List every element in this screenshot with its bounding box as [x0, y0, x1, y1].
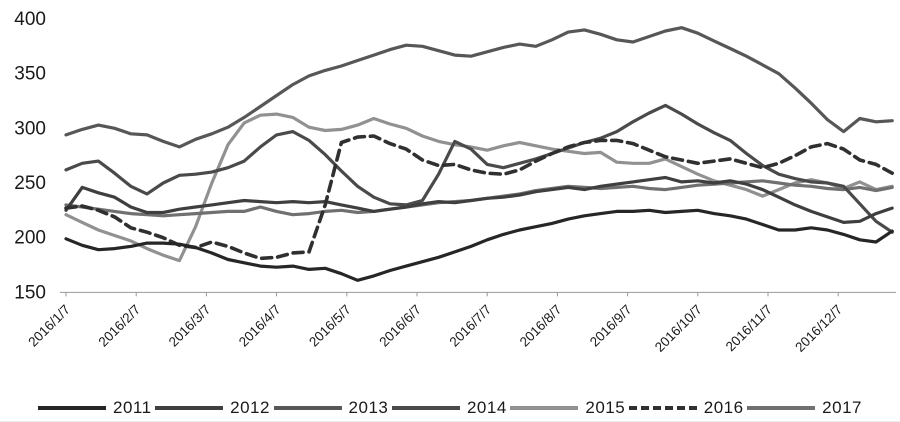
x-axis-tick-label: 2016/3/7 — [166, 302, 214, 350]
legend-item-2016: 2016 — [628, 398, 744, 418]
legend-item-2011: 2011 — [38, 398, 152, 418]
legend-item-2015: 2015 — [510, 398, 625, 418]
legend-item-2014: 2014 — [391, 398, 507, 418]
legend-label: 2017 — [822, 398, 862, 417]
legend-swatch-2011-line-icon — [38, 406, 106, 410]
series-line-2012 — [64, 175, 894, 224]
legend-label: 2012 — [230, 398, 270, 417]
legend-swatch-2014-line-icon — [391, 406, 460, 410]
legend-swatch-2012-line-icon — [155, 406, 224, 410]
series-line-2011 — [64, 208, 894, 282]
legend-swatch-2013-line-icon — [273, 406, 342, 410]
chart-legend: 2011 2012 2013 2014 2015 2016 2017 — [0, 398, 900, 418]
x-axis-tick-label: 2016/10/7 — [652, 302, 705, 355]
y-axis-tick-label: 300 — [14, 118, 46, 139]
legend-label: 2016 — [703, 398, 744, 417]
x-axis-tick-label: 2016/5/7 — [306, 302, 354, 350]
legend-label: 2013 — [348, 398, 389, 417]
x-axis-tick-label: 2016/8/7 — [517, 302, 565, 350]
x-axis-tick-label: 2016/6/7 — [376, 302, 424, 350]
legend-label: 2011 — [113, 398, 152, 417]
x-axis-tick-label: 2016/7/7 — [447, 302, 495, 350]
legend-item-2012: 2012 — [155, 398, 270, 418]
x-axis-tick-label: 2016/9/7 — [587, 302, 635, 350]
x-axis-tick-label: 2016/2/7 — [96, 302, 144, 350]
legend-item-2013: 2013 — [273, 398, 389, 418]
series-line-2016 — [64, 134, 895, 261]
y-axis-tick-label: 250 — [14, 173, 46, 194]
y-axis-tick-label: 200 — [14, 228, 46, 249]
x-axis-tick-label: 2016/4/7 — [236, 302, 284, 350]
y-axis-tick-label: 350 — [14, 64, 46, 85]
line-chart-plot: 150 200 250 300 350 400 2016/1/7 2016/2/7 2016/3… — [14, 9, 896, 355]
legend-item-2017: 2017 — [747, 398, 862, 418]
x-axis-tick-label: 2016/12/7 — [792, 302, 845, 355]
x-axis-tick-label: 2016/11/7 — [723, 302, 775, 354]
legend-swatch-2017-line-icon — [747, 406, 816, 410]
series-line-2015 — [64, 112, 894, 263]
legend-label: 2015 — [585, 398, 626, 417]
x-axis-tick-label: 2016/1/7 — [25, 302, 73, 350]
y-axis-tick-label: 150 — [14, 282, 46, 303]
series-line-2014 — [64, 103, 894, 234]
series-line-2013 — [64, 26, 894, 149]
legend-label: 2014 — [466, 398, 507, 417]
y-axis-tick-label: 400 — [14, 9, 46, 30]
legend-swatch-2016-dashed-line-icon — [628, 406, 697, 410]
legend-swatch-2015-line-icon — [510, 406, 579, 410]
